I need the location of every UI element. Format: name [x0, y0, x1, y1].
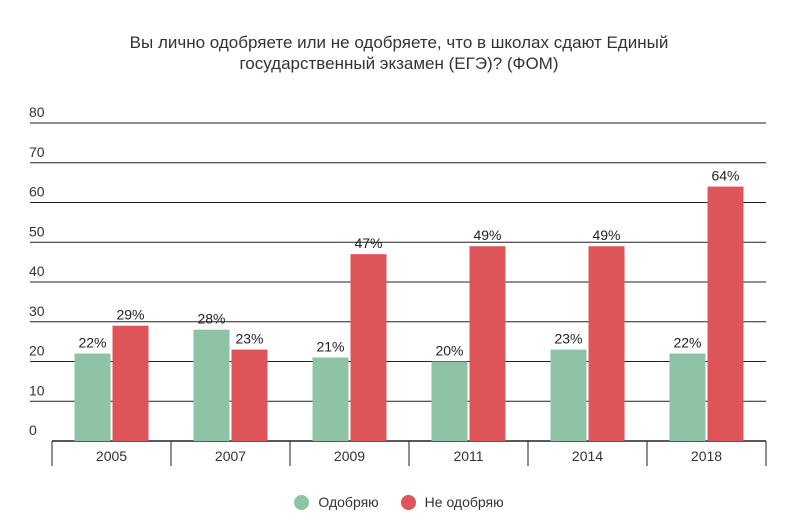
x-tick-label: 2007	[215, 448, 246, 464]
y-tick-label: 40	[29, 263, 45, 279]
chart-title-line-1: Вы лично одобряете или не одобряете, что…	[129, 33, 669, 52]
x-tick-label: 2011	[453, 448, 483, 464]
bar	[231, 349, 268, 441]
data-label: 49%	[473, 227, 501, 243]
y-tick-label: 10	[29, 382, 45, 398]
legend-item-disapprove[interactable]: Не одобряю	[400, 494, 504, 510]
chart-title: Вы лично одобряете или не одобряете, что…	[0, 32, 798, 74]
legend-label-approve: Одобряю	[318, 494, 379, 510]
bar	[550, 349, 587, 441]
y-tick-label: 0	[29, 422, 37, 438]
bar	[588, 246, 625, 441]
x-tick-label: 2014	[572, 448, 603, 464]
x-tick-label: 2005	[96, 448, 127, 464]
y-tick-label: 30	[29, 303, 45, 319]
bar	[350, 254, 387, 441]
bar	[74, 353, 111, 441]
bar	[431, 361, 468, 441]
data-label: 23%	[235, 331, 263, 347]
legend-swatch-approve	[294, 494, 310, 510]
data-label: 29%	[116, 307, 144, 323]
data-label: 23%	[554, 331, 582, 347]
y-tick-label: 60	[29, 184, 45, 200]
data-label: 49%	[592, 227, 620, 243]
bar	[669, 353, 706, 441]
x-tick-label: 2018	[691, 448, 722, 464]
legend-item-approve[interactable]: Одобряю	[294, 494, 379, 510]
bar	[112, 325, 149, 441]
bar	[193, 329, 230, 441]
y-tick-label: 50	[29, 223, 45, 239]
data-label: 28%	[197, 311, 225, 327]
legend-swatch-disapprove	[400, 494, 416, 510]
data-label: 21%	[316, 339, 344, 355]
y-tick-label: 70	[29, 144, 45, 160]
legend-label-disapprove: Не одобряю	[424, 494, 504, 510]
y-tick-label: 80	[29, 104, 45, 120]
y-tick-label: 20	[29, 343, 45, 359]
bar	[312, 357, 349, 441]
data-label: 22%	[78, 335, 106, 351]
data-label: 22%	[673, 335, 701, 351]
bar	[469, 246, 506, 441]
chart-title-line-2: государственный экзамен (ЕГЭ)? (ФОМ)	[239, 54, 559, 73]
x-tick-label: 2009	[334, 448, 365, 464]
bar	[707, 186, 744, 441]
data-label: 47%	[354, 235, 382, 251]
legend: Одобряю Не одобряю	[0, 494, 798, 510]
data-label: 64%	[711, 168, 739, 184]
data-label: 20%	[435, 343, 463, 359]
